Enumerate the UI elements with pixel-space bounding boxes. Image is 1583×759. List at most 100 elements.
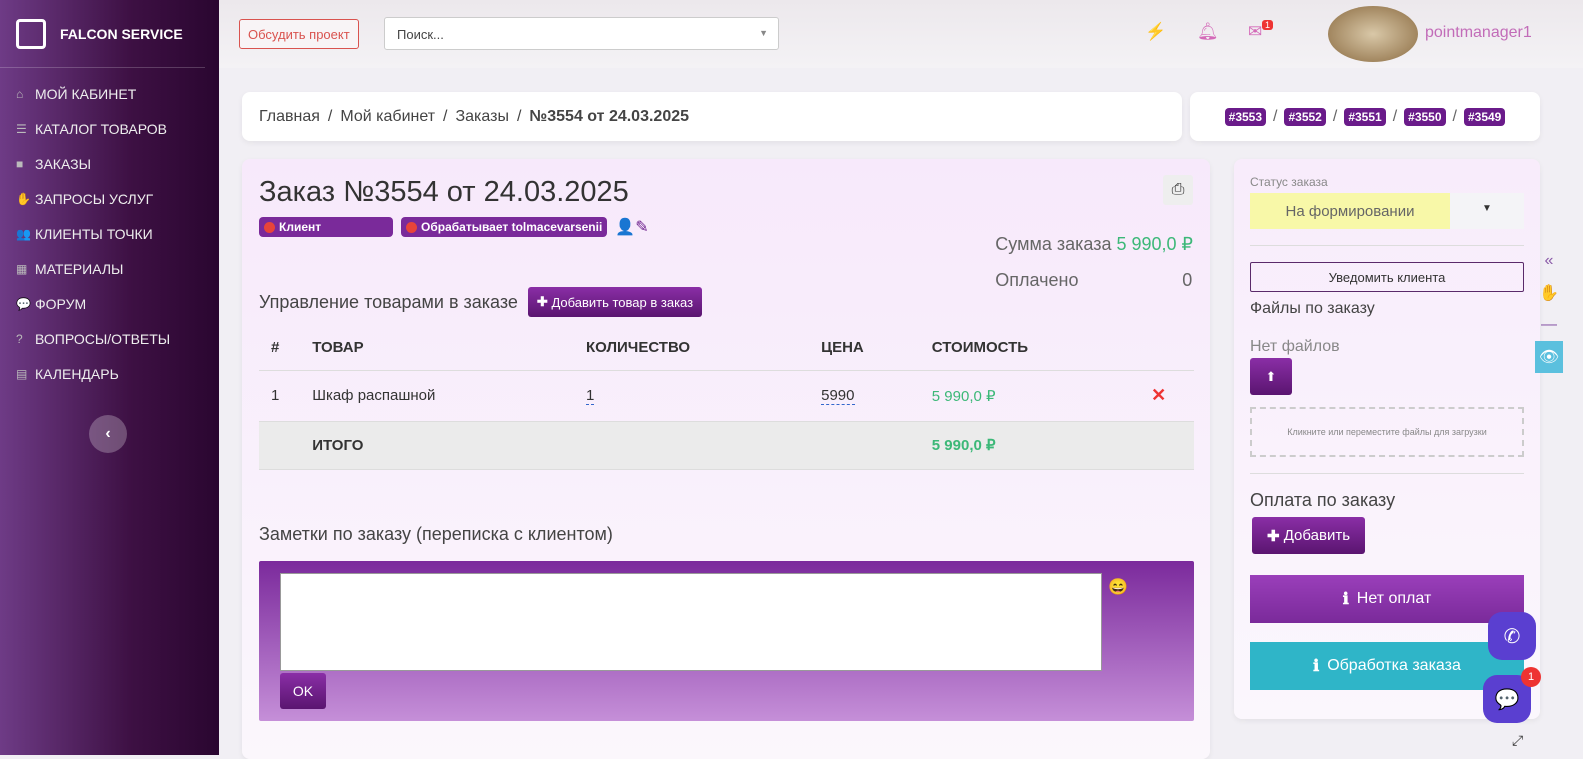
price-editable[interactable]: 5990 xyxy=(821,387,855,405)
label: МАТЕРИАЛЫ xyxy=(35,260,124,277)
label: ЗАКАЗЫ xyxy=(35,155,91,172)
goods-title: Управление товарами в заказе xyxy=(259,291,518,312)
caret-down-icon: ▼ xyxy=(759,28,768,38)
mail-icon[interactable]: ✉ xyxy=(1248,22,1263,41)
nearby-orders: #3553/ #3552/ #3551/ #3550/ #3549 xyxy=(1190,92,1540,141)
viber-button[interactable]: ✆ xyxy=(1488,612,1536,660)
sidebar-item-calendar[interactable]: ▤ КАЛЕНДАРЬ xyxy=(0,356,219,391)
sidebar-item-requests[interactable]: ✋ ЗАПРОСЫ УСЛУГ xyxy=(0,181,219,216)
comments-icon: 💬 xyxy=(16,296,31,311)
product-name: Шкаф распашной xyxy=(300,370,575,422)
col-qty: КОЛИЧЕСТВО xyxy=(574,326,810,371)
user-edit-icon[interactable]: 👤✎ xyxy=(615,219,649,236)
add-goods-label: Добавить товар в заказ xyxy=(551,294,694,310)
files-title: Файлы по заказу xyxy=(1250,300,1375,317)
print-button[interactable]: ⎙ xyxy=(1163,175,1193,205)
order-link[interactable]: #3549 xyxy=(1463,107,1506,126)
col-product: ТОВАР xyxy=(300,326,575,371)
upload-button[interactable]: ⬆ xyxy=(1250,358,1292,395)
order-link[interactable]: #3553 xyxy=(1224,107,1267,126)
list-icon: ☰ xyxy=(16,121,27,136)
sidebar-item-materials[interactable]: ▦ МАТЕРИАЛЫ xyxy=(0,251,219,286)
delete-icon[interactable]: ✕ xyxy=(1139,370,1194,422)
notes-panel: 😄 OK xyxy=(259,561,1194,721)
sidebar-item-orders[interactable]: ■ ЗАКАЗЫ xyxy=(0,146,219,181)
username[interactable]: pointmanager1 xyxy=(1425,24,1532,41)
sidebar-item-forum[interactable]: 💬 ФОРУМ xyxy=(0,286,219,321)
handler-label: Обрабатывает tolmacevarsenii xyxy=(421,220,603,234)
add-payment-button[interactable]: ✚ Добавить xyxy=(1252,517,1365,554)
question-icon: ? xyxy=(16,331,23,346)
no-payments-bar[interactable]: ℹ Нет оплат xyxy=(1250,575,1524,623)
total-label: ИТОГО xyxy=(300,421,575,470)
collapse-sidebar-button[interactable]: ‹ xyxy=(89,415,127,453)
handler-badge[interactable]: Обрабатывает tolmacevarsenii xyxy=(401,217,608,237)
ok-button[interactable]: OK xyxy=(280,673,326,709)
order-link[interactable]: #3550 xyxy=(1404,107,1446,126)
add-payment-label: Добавить xyxy=(1283,527,1351,544)
status-value: На формировании xyxy=(1250,193,1450,229)
sidebar-item-cabinet[interactable]: ⌂ МОЙ КАБИНЕТ xyxy=(0,76,219,111)
bolt-icon[interactable]: ⚡ xyxy=(1145,22,1167,41)
order-summary: Сумма заказа 5 990,0 ₽ Оплачено 0 xyxy=(995,226,1193,298)
info-icon: ℹ xyxy=(1342,591,1349,608)
cubes-icon: ▦ xyxy=(16,261,28,276)
sum-value: 5 990,0 ₽ xyxy=(1116,234,1193,254)
paid-label: Оплачено xyxy=(995,270,1079,290)
sidebar-item-catalog[interactable]: ☰ КАТАЛОГ ТОВАРОВ xyxy=(0,111,219,146)
processing-bar[interactable]: ℹ Обработка заказа xyxy=(1250,642,1524,690)
label: КАЛЕНДАРЬ xyxy=(35,365,119,382)
client-badge[interactable]: Клиент xyxy=(259,217,393,237)
minus-icon[interactable]: — xyxy=(1541,316,1557,333)
double-chevron-left-icon[interactable]: « xyxy=(1544,252,1554,269)
label: КЛИЕНТЫ ТОЧКИ xyxy=(35,225,153,242)
sidebar-item-faq[interactable]: ? ВОПРОСЫ/ОТВЕТЫ xyxy=(0,321,219,356)
side-tools: « ✋ — 👁 xyxy=(1535,245,1563,373)
users-icon: 👥 xyxy=(16,226,31,241)
mail-badge: 1 xyxy=(1262,20,1274,30)
label: ЗАПРОСЫ УСЛУГ xyxy=(35,190,154,207)
col-cost: СТОИМОСТЬ xyxy=(919,326,1140,371)
discuss-project-button[interactable]: Обсудить проект xyxy=(239,19,359,49)
brand-name: FALCON SERVICE xyxy=(60,25,183,42)
status-dot xyxy=(264,221,275,233)
calendar-icon: ▤ xyxy=(16,366,28,381)
order-link[interactable]: #3551 xyxy=(1344,107,1386,126)
processing-label: Обработка заказа xyxy=(1327,657,1461,674)
status-label: Статус заказа xyxy=(1250,175,1328,189)
paid-value: 0 xyxy=(1182,270,1193,290)
no-payments-label: Нет оплат xyxy=(1356,590,1432,607)
breadcrumb-home[interactable]: Главная xyxy=(259,107,320,125)
expand-icon[interactable]: ⤢ xyxy=(1512,732,1524,748)
client-label: Клиент xyxy=(279,220,322,234)
search-input[interactable]: Поиск... ▼ xyxy=(384,17,779,50)
upload-icon: ⬆ xyxy=(1265,368,1277,384)
label: ВОПРОСЫ/ОТВЕТЫ xyxy=(35,330,171,347)
sidebar-item-clients[interactable]: 👥 КЛИЕНТЫ ТОЧКИ xyxy=(0,216,219,251)
notify-client-button[interactable]: Уведомить клиента xyxy=(1250,262,1524,292)
eye-icon[interactable]: 👁 xyxy=(1535,341,1563,373)
hand-icon: ✋ xyxy=(16,191,31,206)
breadcrumb: Главная / Мой кабинет / Заказы / №3554 о… xyxy=(242,92,1182,141)
breadcrumb-current: №3554 от 24.03.2025 xyxy=(529,107,690,125)
chat-icon: 💬 xyxy=(1494,688,1520,711)
brand[interactable]: FALCON SERVICE xyxy=(0,0,205,68)
info-icon: ℹ xyxy=(1313,658,1320,675)
breadcrumb-cabinet[interactable]: Мой кабинет xyxy=(340,107,436,125)
qty-editable[interactable]: 1 xyxy=(586,387,595,405)
file-dropzone[interactable]: Кликните или переместите файлы для загру… xyxy=(1250,407,1524,457)
add-goods-button[interactable]: ✚ Добавить товар в заказ xyxy=(527,287,703,317)
emoji-icon[interactable]: 😄 xyxy=(1108,579,1128,596)
goods-table: # ТОВАР КОЛИЧЕСТВО ЦЕНА СТОИМОСТЬ 1 Шкаф рас… xyxy=(259,326,1194,470)
hand-pointer-icon[interactable]: ✋ xyxy=(1539,285,1559,302)
avatar[interactable] xyxy=(1328,6,1418,62)
chat-badge: 1 xyxy=(1521,667,1541,687)
bell-icon[interactable]: 🔔︎ xyxy=(1197,22,1219,41)
no-files: Нет файлов xyxy=(1250,338,1340,355)
sidebar: FALCON SERVICE ⌂ МОЙ КАБИНЕТ ☰ КАТАЛОГ ТОВ… xyxy=(0,0,219,755)
total-value: 5 990,0 ₽ xyxy=(919,421,1140,470)
breadcrumb-orders[interactable]: Заказы xyxy=(455,107,509,125)
note-textarea[interactable] xyxy=(280,573,1102,671)
order-link[interactable]: #3552 xyxy=(1284,107,1326,126)
status-select[interactable]: На формировании ▼ xyxy=(1250,193,1524,229)
